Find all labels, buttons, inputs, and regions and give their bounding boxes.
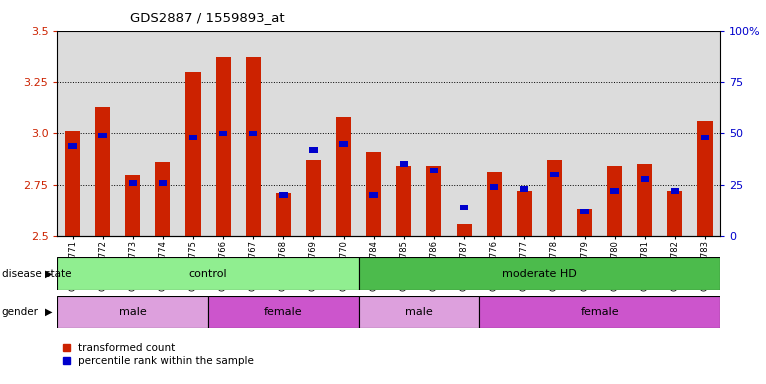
Bar [517, 191, 532, 236]
Bar [479, 296, 720, 328]
Bar [667, 191, 683, 236]
Text: ▶: ▶ [44, 307, 52, 317]
Bar [68, 143, 77, 149]
Bar [457, 224, 472, 236]
Bar [607, 166, 622, 236]
Bar [185, 72, 201, 236]
Bar [219, 131, 228, 136]
Bar [339, 141, 348, 147]
Bar [208, 296, 358, 328]
Text: moderate HD: moderate HD [502, 268, 577, 279]
Bar [366, 152, 381, 236]
Text: gender: gender [2, 307, 38, 317]
Bar [57, 296, 208, 328]
Bar [129, 180, 137, 185]
Bar [65, 131, 80, 236]
Bar [358, 257, 720, 290]
Text: male: male [119, 307, 146, 317]
Bar [581, 209, 589, 214]
Bar [430, 167, 438, 173]
Bar [249, 131, 257, 136]
Bar [486, 172, 502, 236]
Bar [547, 160, 562, 236]
Bar [637, 164, 653, 236]
Bar [215, 58, 231, 236]
Bar [95, 107, 110, 236]
Text: control: control [188, 268, 228, 279]
Text: female: female [264, 307, 303, 317]
Bar [159, 180, 167, 185]
Bar [611, 188, 619, 194]
Bar [490, 184, 499, 190]
Bar [550, 172, 558, 177]
Text: ▶: ▶ [44, 268, 52, 279]
Bar [358, 296, 479, 328]
Text: male: male [405, 307, 433, 317]
Bar [125, 174, 140, 236]
Bar [577, 209, 592, 236]
Bar [246, 58, 260, 236]
Bar [698, 121, 712, 236]
Bar [671, 188, 679, 194]
Bar [640, 176, 649, 182]
Legend: transformed count, percentile rank within the sample: transformed count, percentile rank withi… [63, 343, 254, 366]
Bar [701, 135, 709, 141]
Bar [427, 166, 441, 236]
Text: disease state: disease state [2, 268, 71, 279]
Bar [309, 147, 318, 153]
Bar [279, 192, 287, 198]
Bar [520, 186, 529, 192]
Text: GDS2887 / 1559893_at: GDS2887 / 1559893_at [130, 12, 285, 25]
Bar [306, 160, 321, 236]
Text: female: female [581, 307, 619, 317]
Bar [98, 132, 106, 138]
Bar [369, 192, 378, 198]
Bar [400, 161, 408, 167]
Bar [57, 257, 358, 290]
Bar [188, 135, 197, 141]
Bar [460, 205, 468, 210]
Bar [276, 193, 291, 236]
Bar [396, 166, 411, 236]
Bar [155, 162, 170, 236]
Bar [336, 117, 351, 236]
